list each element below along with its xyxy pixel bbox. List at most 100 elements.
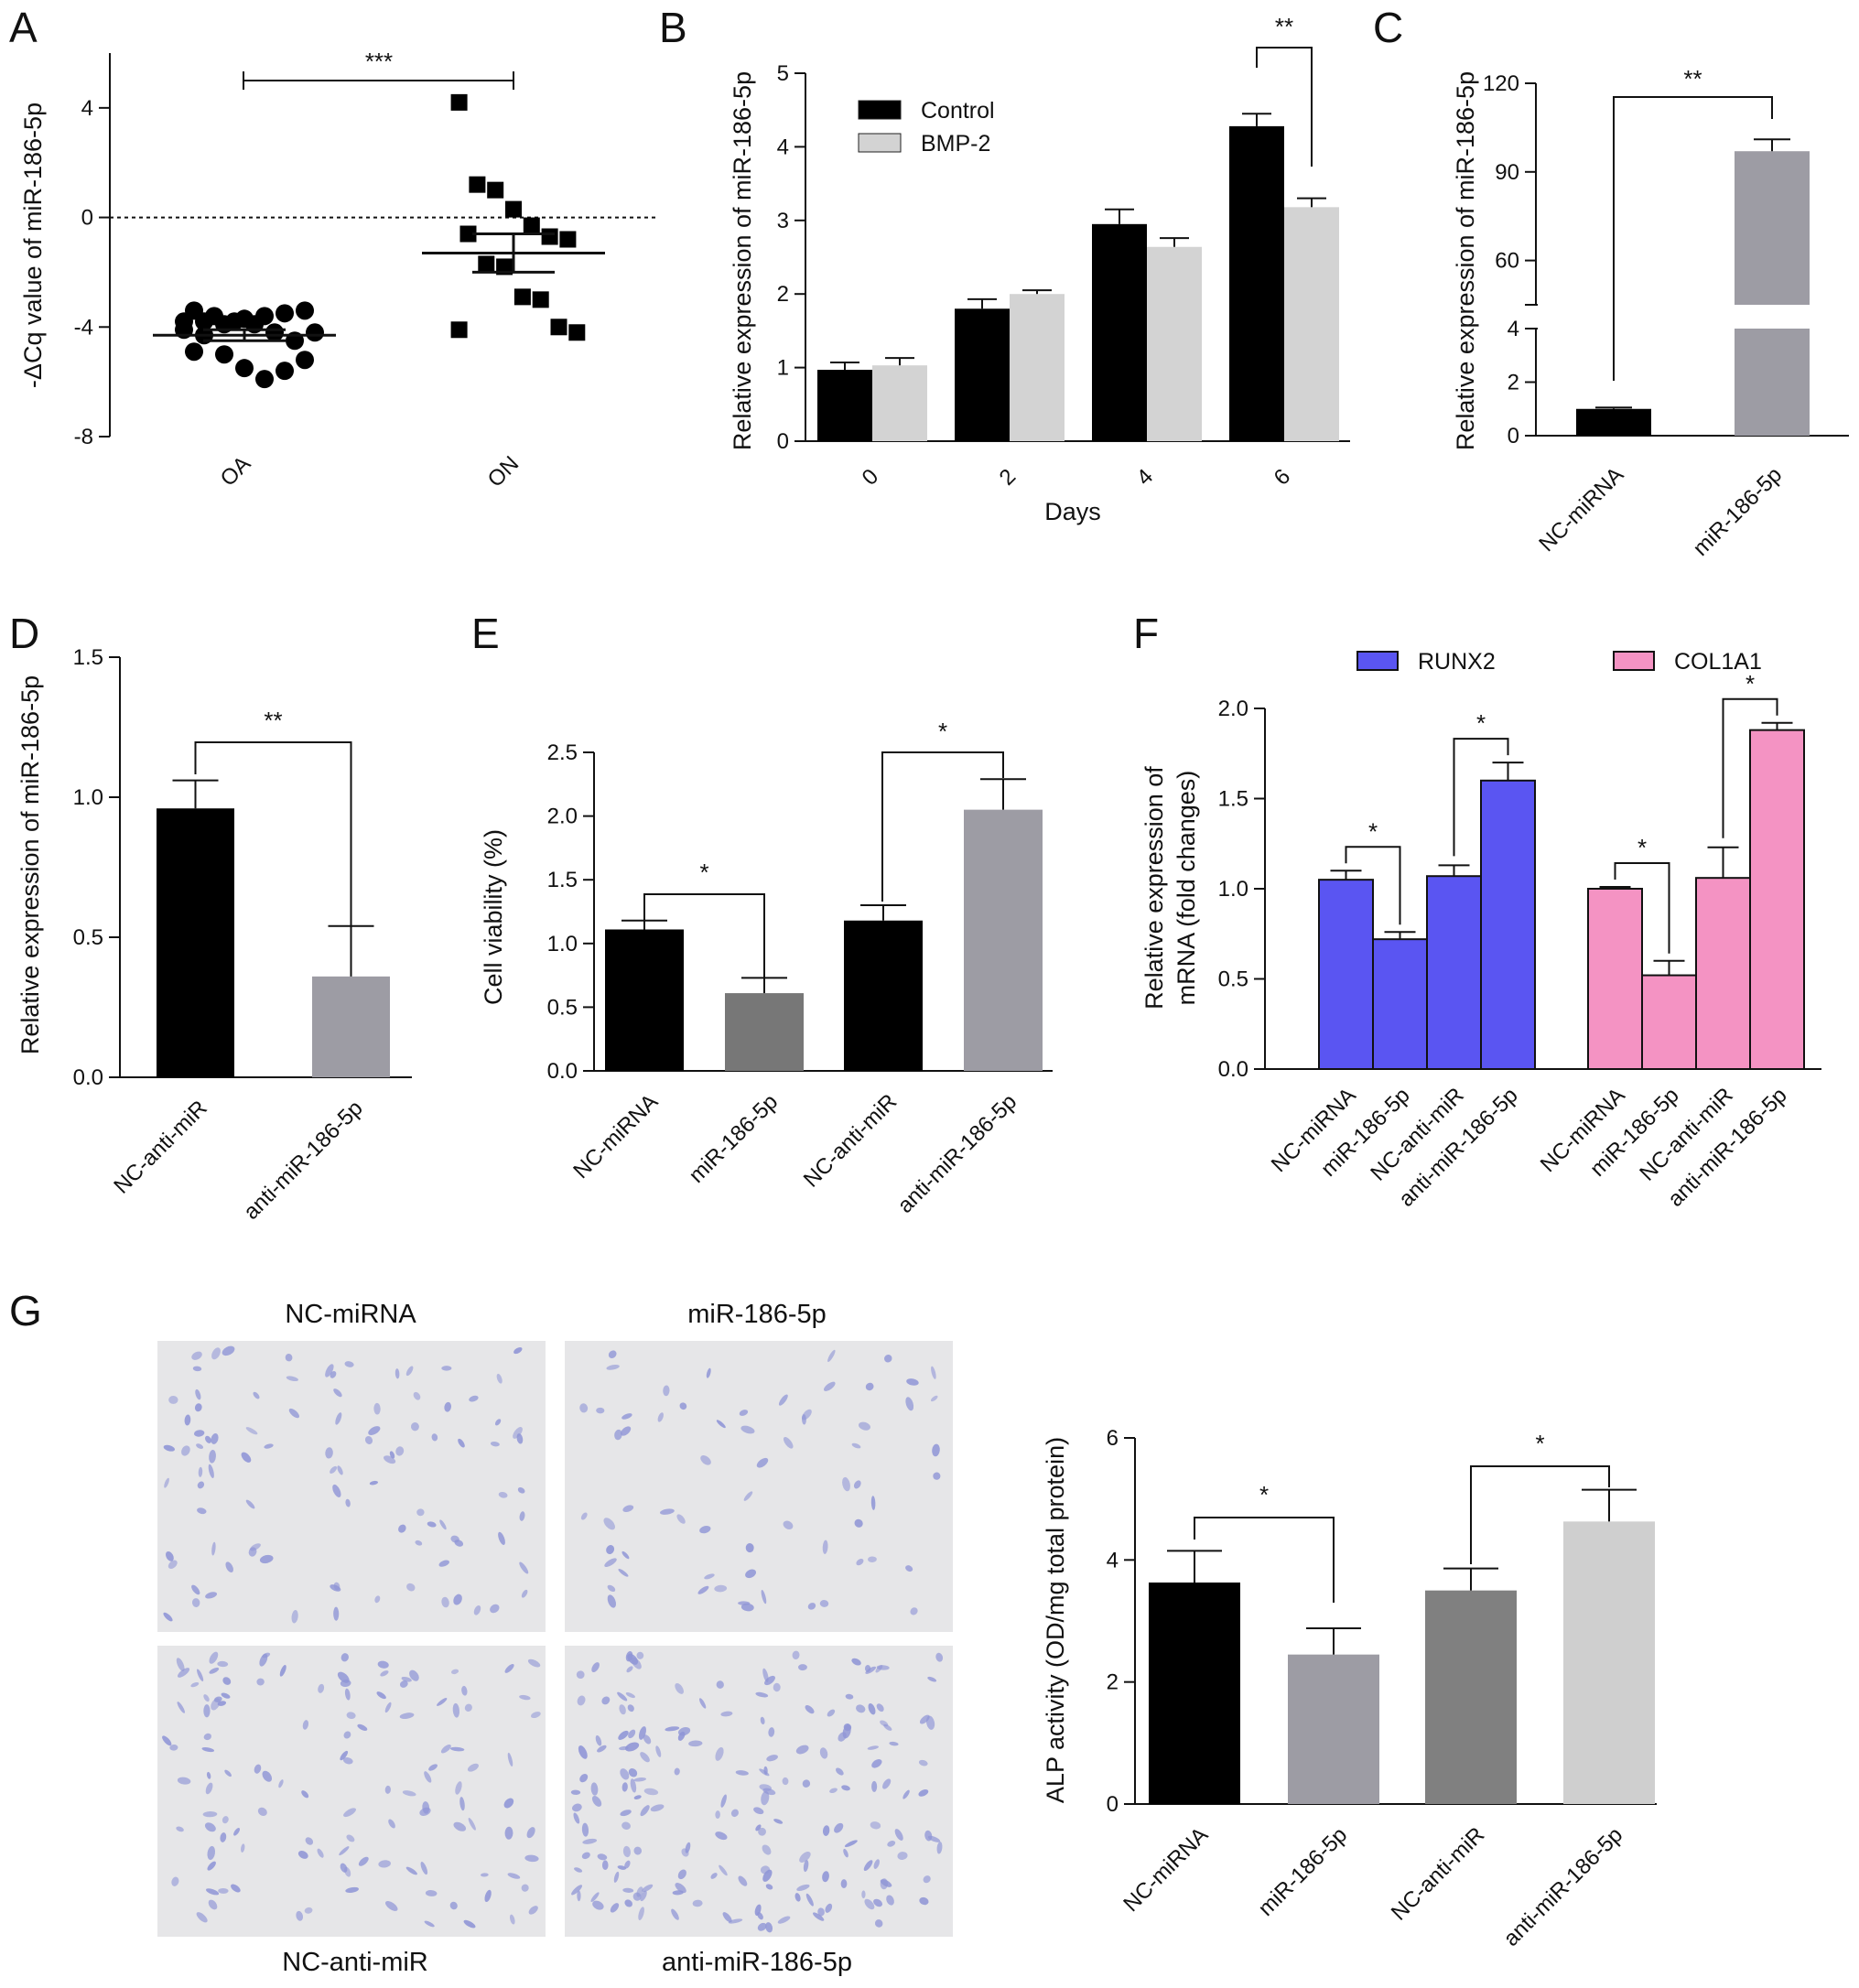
y-tick-label: 2.0 bbox=[1218, 697, 1248, 721]
stained-nucleus bbox=[807, 1603, 816, 1610]
stained-nucleus bbox=[358, 1856, 369, 1866]
panel-letter: B bbox=[659, 4, 687, 51]
stained-nucleus bbox=[633, 1777, 647, 1782]
stained-nucleus bbox=[932, 1443, 940, 1457]
stained-nucleus bbox=[425, 1890, 438, 1896]
stained-nucleus bbox=[829, 1788, 838, 1794]
stained-nucleus bbox=[473, 1604, 481, 1615]
stained-nucleus bbox=[524, 1854, 539, 1863]
stained-nucleus bbox=[207, 1861, 216, 1871]
stained-nucleus bbox=[211, 1433, 219, 1444]
stained-nucleus bbox=[253, 1391, 260, 1399]
stained-nucleus bbox=[401, 1676, 412, 1682]
stained-nucleus bbox=[819, 1600, 829, 1607]
sig-bracket-1 bbox=[1194, 1517, 1335, 1603]
stained-nucleus bbox=[519, 1561, 529, 1574]
stained-nucleus bbox=[464, 1703, 472, 1712]
sig-asterisk: ** bbox=[1275, 13, 1293, 40]
stained-nucleus bbox=[254, 1764, 262, 1774]
stained-nucleus bbox=[621, 1426, 632, 1436]
y-tick-label: 1.0 bbox=[547, 932, 578, 956]
x-tick-label: miR-186-5p bbox=[684, 1089, 783, 1188]
y-tick-label: 0.5 bbox=[547, 995, 578, 1020]
stained-nucleus bbox=[720, 1794, 727, 1808]
stained-nucleus bbox=[621, 1782, 628, 1792]
stained-nucleus bbox=[340, 1653, 349, 1662]
stained-nucleus bbox=[577, 1695, 586, 1706]
data-point bbox=[559, 231, 577, 248]
stained-nucleus bbox=[919, 1714, 930, 1724]
x-tick-label: 4 bbox=[1132, 464, 1159, 491]
stained-nucleus bbox=[440, 1744, 451, 1754]
stained-nucleus bbox=[211, 1541, 216, 1556]
stained-nucleus bbox=[494, 1419, 502, 1426]
stained-nucleus bbox=[660, 1508, 675, 1515]
stained-nucleus bbox=[905, 1565, 913, 1572]
stained-nucleus bbox=[927, 1676, 937, 1682]
data-point bbox=[568, 324, 586, 341]
panel-a: A 4 0 -4 -8 -ΔCq value of miR-186-5p *** OA ON bbox=[9, 4, 659, 492]
stained-nucleus bbox=[208, 1899, 218, 1910]
stained-nucleus bbox=[579, 1774, 589, 1783]
stained-nucleus bbox=[601, 1696, 611, 1705]
stained-nucleus bbox=[469, 1395, 479, 1402]
stained-nucleus bbox=[198, 1466, 203, 1477]
micrograph-background bbox=[565, 1341, 953, 1632]
panel-letter: C bbox=[1373, 4, 1403, 51]
stained-nucleus bbox=[203, 1733, 211, 1741]
stained-nucleus bbox=[607, 1584, 616, 1593]
stained-nucleus bbox=[191, 1584, 200, 1595]
stained-nucleus bbox=[817, 1907, 825, 1917]
stained-nucleus bbox=[302, 1720, 309, 1730]
stained-nucleus bbox=[346, 1712, 356, 1720]
stained-nucleus bbox=[221, 1692, 231, 1699]
stained-nucleus bbox=[399, 1680, 408, 1688]
stained-nucleus bbox=[409, 1669, 419, 1681]
y-tick-label: 5 bbox=[777, 61, 789, 86]
stained-nucleus bbox=[455, 1781, 462, 1795]
stained-nucleus bbox=[805, 1893, 814, 1907]
stained-nucleus bbox=[739, 1410, 749, 1416]
stained-nucleus bbox=[745, 1569, 756, 1579]
series-col1a1: **NC-miRNAmiR-186-5pNC-anti-miRanti-miR-… bbox=[1536, 670, 1805, 1212]
stained-nucleus bbox=[835, 1767, 844, 1776]
stained-nucleus bbox=[333, 1582, 340, 1591]
bar-1 bbox=[1641, 974, 1697, 1071]
stained-nucleus bbox=[597, 1745, 607, 1753]
stained-nucleus bbox=[490, 1604, 500, 1614]
stained-nucleus bbox=[880, 1879, 892, 1887]
y-axis-title-2: mRNA (fold changes) bbox=[1173, 771, 1200, 1006]
stained-nucleus bbox=[624, 1860, 631, 1869]
stained-nucleus bbox=[513, 1427, 523, 1439]
stained-nucleus bbox=[671, 1908, 679, 1920]
stained-nucleus bbox=[758, 1827, 766, 1836]
stained-nucleus bbox=[935, 1652, 944, 1662]
stained-nucleus bbox=[399, 1712, 415, 1719]
stained-nucleus bbox=[842, 1476, 850, 1492]
legend-label: COL1A1 bbox=[1674, 649, 1762, 675]
y-tick-label: 0 bbox=[1107, 1792, 1119, 1817]
legend-swatch-runx2 bbox=[1356, 651, 1399, 671]
stained-nucleus bbox=[864, 1664, 871, 1673]
stained-nucleus bbox=[431, 1433, 438, 1442]
sig-bracket-1 bbox=[643, 893, 765, 978]
x-tick-label: 0 bbox=[858, 464, 884, 491]
legend-label: Control bbox=[921, 98, 995, 124]
stained-nucleus bbox=[618, 1569, 629, 1577]
stained-nucleus bbox=[755, 1691, 769, 1698]
stained-nucleus bbox=[504, 1826, 513, 1840]
bar-0 bbox=[157, 808, 234, 1077]
stained-nucleus bbox=[205, 1782, 213, 1795]
stained-nucleus bbox=[719, 1864, 728, 1876]
stained-nucleus bbox=[576, 1670, 585, 1680]
stained-nucleus bbox=[592, 1900, 604, 1910]
stained-nucleus bbox=[827, 1709, 836, 1717]
stained-nucleus bbox=[626, 1666, 633, 1673]
stained-nucleus bbox=[195, 1388, 201, 1400]
x-tick-label: anti-miR-186-5p bbox=[892, 1089, 1021, 1218]
stained-nucleus bbox=[624, 1899, 632, 1907]
stained-nucleus bbox=[918, 1759, 928, 1767]
stained-nucleus bbox=[590, 1782, 599, 1796]
stained-nucleus bbox=[163, 1612, 173, 1622]
stained-nucleus bbox=[640, 1752, 650, 1763]
